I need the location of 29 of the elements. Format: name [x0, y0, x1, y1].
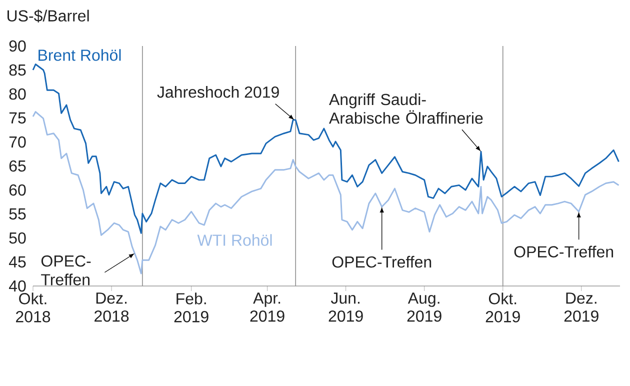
y-tick-label: 50 [9, 232, 26, 244]
series-label: WTI Rohöl [197, 234, 272, 246]
x-tick-label: Jun. 2019 [328, 292, 363, 322]
line-series [32, 111, 620, 274]
x-tick-label: Feb. 2019 [174, 292, 208, 322]
y-tick-label: 70 [9, 136, 26, 148]
y-tick-label: 45 [8, 256, 26, 268]
x-tick-label: Dez. 2018 [94, 292, 129, 322]
annotation: OPEC-Treffen [514, 246, 614, 258]
x-tick-label: Aug. 2019 [407, 292, 442, 322]
series-label: Brent Rohöl [38, 49, 121, 61]
line-series [32, 64, 620, 234]
y-tick-label: 65 [9, 160, 26, 172]
y-axis-title: US-$/Barrel [8, 10, 89, 22]
x-tick-label: Okt. 2019 [486, 292, 520, 322]
annotation: OPEC-Treffen [332, 256, 432, 268]
annotation: Jahreshoch 2019 [157, 86, 279, 98]
y-tick-label: 90 [9, 40, 26, 52]
y-tick-label: 80 [9, 88, 26, 100]
x-tick-label: Apr. 2019 [250, 292, 284, 322]
y-tick-label: 40 [8, 280, 26, 292]
x-tick-label: Dez. 2019 [564, 292, 598, 322]
y-tick-label: 60 [9, 184, 26, 196]
y-tick-label: 55 [9, 208, 26, 220]
x-tick-label: Okt. 2018 [16, 292, 50, 322]
annotation: Angriff Saudi-Arabische Ölraffinerie [329, 93, 483, 124]
annotation: OPEC-Treffen [41, 255, 91, 286]
y-tick-label: 75 [9, 112, 26, 124]
y-tick-label: 85 [9, 64, 26, 76]
